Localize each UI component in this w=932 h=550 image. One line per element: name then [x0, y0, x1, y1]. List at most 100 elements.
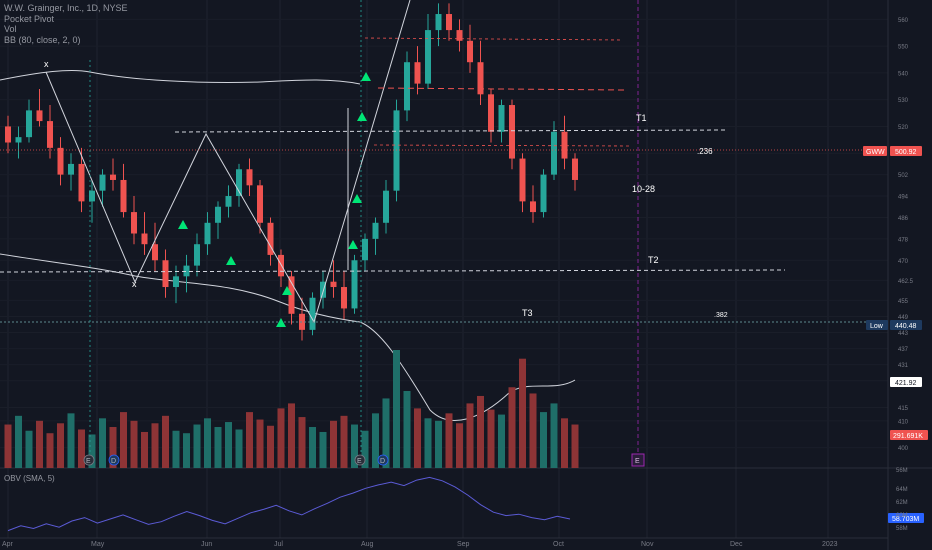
candle-body [330, 281, 337, 288]
price-tick-label: 462.5 [898, 279, 914, 285]
candle-body [36, 110, 43, 122]
candle-body [540, 174, 547, 213]
volume-bar [519, 358, 526, 468]
trend-drawings [0, 0, 888, 460]
volume-bar [36, 420, 43, 468]
candle-body [183, 265, 190, 277]
price-tick-label: 431 [898, 363, 909, 369]
price-tick-label: 494 [898, 195, 909, 201]
volume-bar [193, 424, 201, 468]
candle-body [57, 147, 64, 175]
price-tick-label: 478 [898, 237, 909, 243]
annotation-x-bottom: x [132, 279, 137, 289]
volume-bar [99, 418, 106, 468]
svg-text:D: D [380, 458, 385, 465]
candle-body [278, 254, 284, 277]
level-badge[interactable]: 421.92 [890, 377, 922, 387]
volume-bar [414, 408, 421, 468]
svg-text:58.703M: 58.703M [892, 516, 919, 523]
candle-body [267, 222, 274, 255]
pocket-pivot-markers [178, 72, 371, 327]
candle-body [530, 201, 536, 213]
volume-value-badge[interactable]: 291.691K [890, 430, 928, 440]
svg-text:E: E [357, 458, 362, 465]
volume-bar [267, 425, 274, 468]
earnings-marker-2[interactable]: E [354, 454, 366, 466]
volume-bar [25, 430, 33, 468]
volume-bar [550, 403, 558, 468]
legend-title[interactable]: W.W. Grainger, Inc., 1D, NYSE [4, 3, 128, 13]
earnings-marker-1[interactable]: E [83, 454, 95, 466]
candle-body [435, 14, 442, 31]
candle-body [68, 163, 74, 175]
volume-bar [298, 417, 306, 468]
candle-body [362, 238, 368, 261]
svg-text:291.691K: 291.691K [893, 433, 923, 440]
price-candles [5, 3, 578, 341]
earnings-marker-future[interactable]: E [631, 453, 645, 467]
red-level-line-2 [364, 37, 623, 41]
price-tick-label: 530 [898, 98, 909, 104]
candle-body [246, 169, 253, 186]
gww-price-badge[interactable]: GWW 500.92 [863, 146, 922, 156]
candle-body [131, 212, 137, 234]
volume-bar [561, 418, 568, 468]
volume-bar [277, 408, 285, 468]
dividend-marker-1[interactable]: D [108, 454, 120, 466]
svg-text:440.48: 440.48 [895, 323, 917, 330]
volume-bar [466, 403, 474, 468]
time-axis[interactable]: Apr May Jun Jul Aug Sep Oct Nov Dec 2023 [2, 541, 838, 548]
legend-bb[interactable]: BB (80, close, 2, 0) [4, 34, 81, 45]
volume-bar [46, 433, 54, 468]
volume-bar [151, 423, 159, 468]
candle-body [5, 126, 11, 143]
candle-body [456, 30, 463, 41]
time-tick-label: Oct [553, 541, 564, 548]
legend-pocket-pivot[interactable]: Pocket Pivot [4, 13, 55, 24]
volume-bar [571, 424, 579, 468]
candle-body [551, 131, 557, 175]
svg-text:421.92: 421.92 [895, 380, 917, 387]
volume-bars [4, 350, 579, 468]
volume-bar [109, 427, 117, 468]
annotation-fib-236: .236 [697, 147, 713, 156]
legend-vol[interactable]: Vol [4, 24, 17, 34]
volume-bar [508, 387, 516, 468]
candle-body [498, 105, 505, 132]
volume-bar [487, 409, 495, 468]
volume-bar [456, 423, 463, 468]
low-price-badge[interactable]: Low 440.48 [866, 320, 922, 330]
candle-body [152, 244, 158, 261]
candle-body [26, 110, 32, 138]
candle-body [467, 40, 473, 63]
volume-bar [540, 412, 547, 468]
price-tick-label: 455 [898, 299, 909, 305]
chart-legend: W.W. Grainger, Inc., 1D, NYSE Pocket Piv… [4, 3, 128, 45]
volume-bar [4, 424, 12, 468]
time-tick-label: Apr [2, 541, 14, 548]
candle-body [120, 179, 127, 213]
candle-body [288, 276, 295, 314]
dividend-marker-2[interactable]: D [377, 454, 389, 466]
red-level-line-1 [377, 87, 626, 91]
price-tick-label: 410 [898, 419, 909, 425]
volume-bar [172, 430, 180, 468]
time-tick-label: Nov [641, 541, 654, 548]
price-tick-label: 443 [898, 331, 909, 337]
volume-bar [498, 414, 505, 468]
price-tick-label: 437 [898, 347, 909, 353]
obv-value-badge[interactable]: 58.703M [888, 513, 924, 523]
volume-bar [183, 433, 190, 468]
annotation-x-top: x [44, 59, 49, 69]
volume-bar [256, 419, 264, 468]
candle-body [110, 174, 116, 180]
svg-text:D: D [111, 458, 116, 465]
volume-bar [382, 398, 390, 468]
volume-bar [435, 420, 442, 468]
pocket-pivot-marker [348, 240, 358, 249]
bollinger-bands [0, 69, 576, 421]
obv-legend[interactable]: OBV (SMA, 5) [4, 474, 55, 483]
time-tick-label: Dec [730, 541, 743, 548]
candle-body [404, 62, 410, 111]
